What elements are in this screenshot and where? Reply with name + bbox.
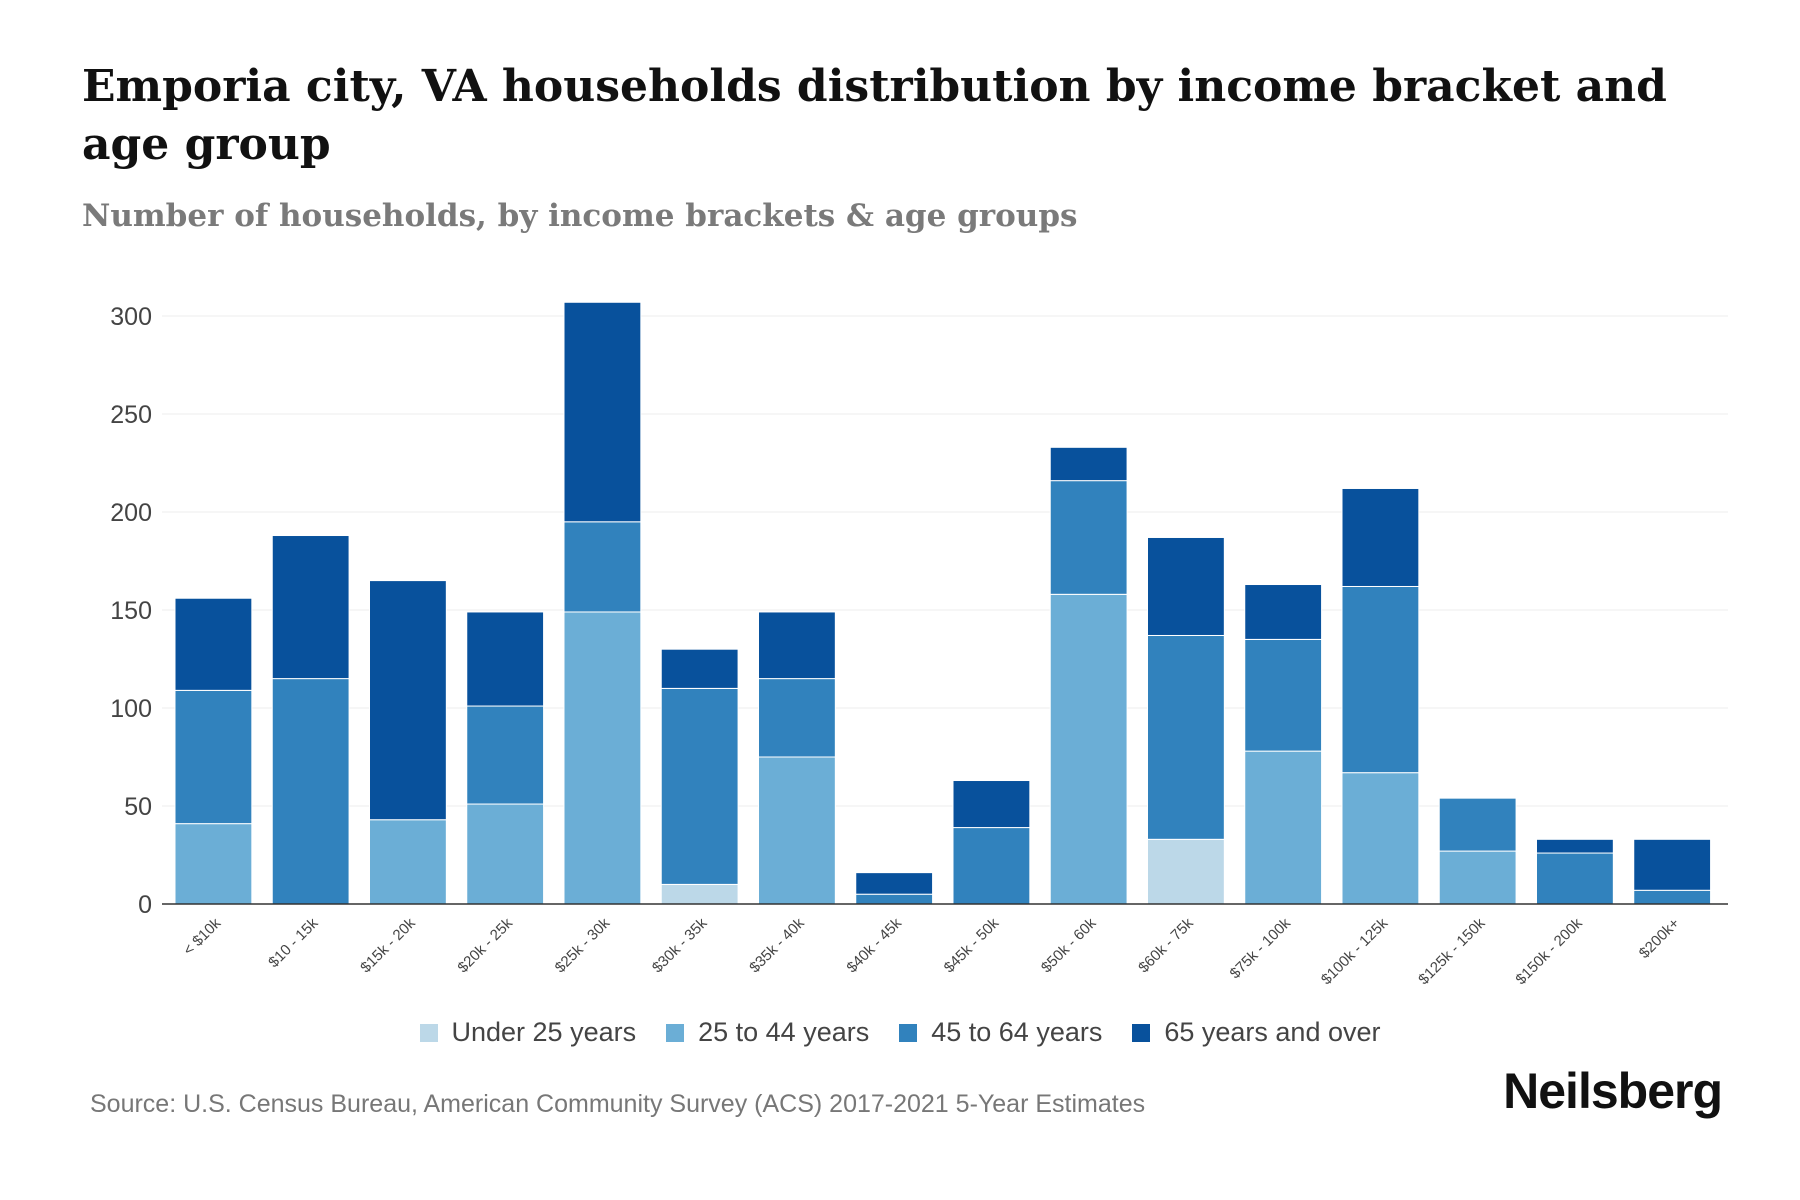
bar-segment xyxy=(660,687,739,885)
bar-segment xyxy=(855,893,934,905)
bar-segment xyxy=(1147,536,1225,636)
bar-segment xyxy=(952,780,1031,829)
legend-label: 25 to 44 years xyxy=(698,1017,870,1047)
legend: Under 25 years 25 to 44 years 45 to 64 yea… xyxy=(0,1017,1800,1048)
bar-segment xyxy=(1147,634,1225,840)
bar-segment xyxy=(1049,446,1128,482)
x-tick-label: $40k - 45k xyxy=(843,914,905,976)
legend-item: Under 25 years xyxy=(419,1017,637,1048)
x-tick-label: $35k - 40k xyxy=(746,914,808,976)
bar-segment xyxy=(271,678,350,905)
y-tick-label: 150 xyxy=(110,597,152,625)
bar-segment xyxy=(174,597,253,691)
legend-label: Under 25 years xyxy=(451,1017,637,1047)
bar-segment xyxy=(660,883,739,905)
bar-segment xyxy=(1147,838,1225,905)
bar-segment xyxy=(1633,838,1712,891)
bar-segment xyxy=(466,705,545,805)
legend-swatch xyxy=(666,1023,685,1042)
legend-label: 65 years and over xyxy=(1164,1017,1381,1047)
bar-segment xyxy=(952,827,1031,905)
y-tick-label: 50 xyxy=(124,793,152,821)
y-tick-label: 0 xyxy=(138,891,152,919)
x-tick-label: $150k - 200k xyxy=(1512,914,1586,988)
source-note: Source: U.S. Census Bureau, American Com… xyxy=(90,1090,1146,1118)
bar-segment xyxy=(466,611,545,707)
bar-segment xyxy=(466,803,545,905)
bar-segment xyxy=(369,580,447,821)
bar-segment xyxy=(758,678,836,758)
x-tick-label: $100k - 125k xyxy=(1318,914,1392,988)
x-tick-label: $10 - 15k xyxy=(265,914,322,971)
bar-segment xyxy=(369,819,447,905)
bar-segment xyxy=(1049,480,1128,595)
bar-segment xyxy=(563,521,642,613)
legend-swatch xyxy=(899,1023,918,1042)
legend-item: 65 years and over xyxy=(1132,1017,1381,1048)
bar-segment xyxy=(1244,750,1323,905)
legend-item: 25 to 44 years xyxy=(666,1017,869,1048)
x-tick-label: $50k - 60k xyxy=(1038,914,1100,976)
bar-segment xyxy=(1536,852,1614,905)
bar-segment xyxy=(855,872,934,895)
bar-segment xyxy=(1438,797,1517,852)
bar-segment xyxy=(1633,889,1712,905)
x-tick-label: $45k - 50k xyxy=(941,914,1003,976)
bar-segment xyxy=(1341,772,1420,905)
bar-segment xyxy=(1536,838,1614,854)
x-tick-label: $125k - 150k xyxy=(1415,914,1489,988)
bar-segment xyxy=(1438,850,1517,905)
legend-label: 45 to 64 years xyxy=(931,1017,1103,1047)
bar-segment xyxy=(1341,487,1420,587)
bar-segment xyxy=(1244,638,1323,752)
x-tick-label: < $10k xyxy=(180,914,225,959)
chart-title: Emporia city, VA households distribution… xyxy=(82,61,1667,170)
bar-segment xyxy=(660,648,739,689)
y-tick-label: 100 xyxy=(110,695,152,723)
legend-item: 45 to 64 years xyxy=(899,1017,1102,1048)
bar-segment xyxy=(1244,584,1323,640)
chart-subtitle: Number of households, by income brackets… xyxy=(82,198,1078,234)
x-tick-label: $200k+ xyxy=(1636,915,1683,962)
bar-segment xyxy=(758,756,836,905)
bar-segment xyxy=(1049,593,1128,905)
y-tick-label: 250 xyxy=(110,401,152,429)
bar-segment xyxy=(758,611,836,680)
x-tick-label: $15k - 20k xyxy=(357,914,419,976)
legend-swatch xyxy=(419,1023,438,1042)
x-tick-label: $75k - 100k xyxy=(1227,914,1295,982)
neilsberg-logo: Neilsberg xyxy=(1503,1063,1723,1119)
bar-segment xyxy=(563,301,642,523)
bar-segment xyxy=(174,689,253,825)
bar-segment xyxy=(563,611,642,905)
x-tick-label: $30k - 35k xyxy=(649,914,711,976)
x-tick-label: $20k - 25k xyxy=(454,914,516,976)
bar-segment xyxy=(1341,585,1420,774)
x-tick-label: $60k - 75k xyxy=(1135,914,1197,976)
bar-segment xyxy=(271,535,350,680)
x-tick-label: $25k - 30k xyxy=(552,914,614,976)
y-tick-label: 300 xyxy=(110,303,152,331)
legend-swatch xyxy=(1132,1023,1151,1042)
y-tick-label: 200 xyxy=(110,499,152,527)
bar-segment xyxy=(174,823,253,905)
